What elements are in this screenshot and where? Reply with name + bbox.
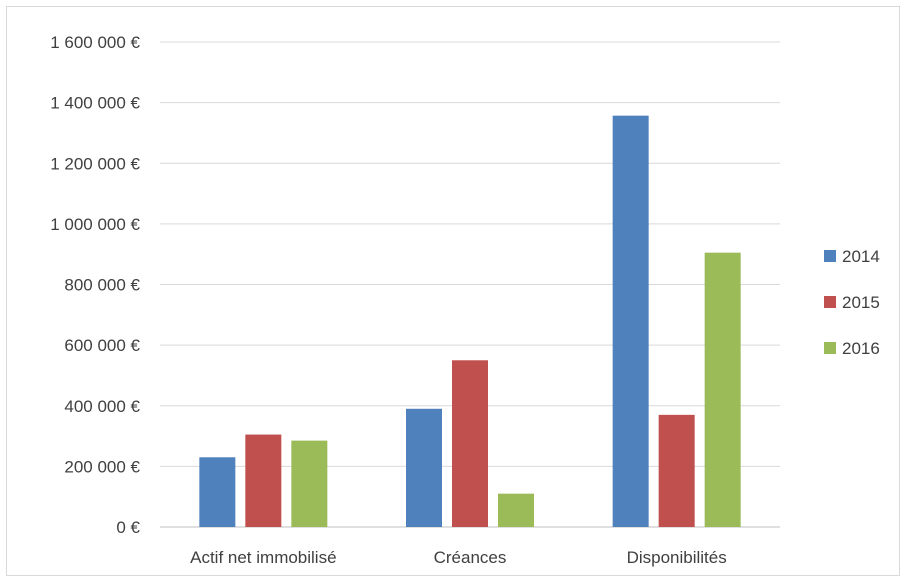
x-category-label: Actif net immobilisé xyxy=(190,548,336,567)
y-axis-tick-labels: 0 € 200 000 € 400 000 € 600 000 € 800 000 € 1… xyxy=(50,33,140,537)
y-tick-label: 1 400 000 € xyxy=(50,94,140,113)
bar-2016-0 xyxy=(291,440,328,527)
bar-2015-0 xyxy=(245,434,282,527)
x-category-label: Disponibilités xyxy=(627,548,727,567)
bar-2014-0 xyxy=(199,457,236,527)
bar-2015-2 xyxy=(658,414,695,527)
y-tick-label: 0 € xyxy=(116,518,140,537)
y-tick-label: 400 000 € xyxy=(64,397,140,416)
bar-2014-2 xyxy=(612,115,649,528)
bar-2016-2 xyxy=(704,252,741,527)
y-tick-label: 1 600 000 € xyxy=(50,33,140,52)
legend-swatch-2016 xyxy=(824,342,836,354)
legend-swatch-2014 xyxy=(824,250,836,262)
bar-2016-1 xyxy=(498,493,534,527)
x-axis-category-labels: Actif net immobilisé Créances Disponibilit… xyxy=(190,548,727,567)
legend-label: 2016 xyxy=(842,339,880,358)
y-tick-label: 1 000 000 € xyxy=(50,215,140,234)
legend-label: 2015 xyxy=(842,293,880,312)
bar-2014-1 xyxy=(406,408,442,527)
legend-swatch-2015 xyxy=(824,296,836,308)
y-tick-label: 200 000 € xyxy=(64,457,140,476)
bars xyxy=(199,115,741,528)
y-tick-label: 1 200 000 € xyxy=(50,154,140,173)
bar-2015-1 xyxy=(452,360,488,527)
legend-label: 2014 xyxy=(842,247,880,266)
y-tick-label: 600 000 € xyxy=(64,336,140,355)
x-category-label: Créances xyxy=(434,548,507,567)
y-tick-label: 800 000 € xyxy=(64,276,140,295)
legend: 2014 2015 2016 xyxy=(824,247,880,358)
